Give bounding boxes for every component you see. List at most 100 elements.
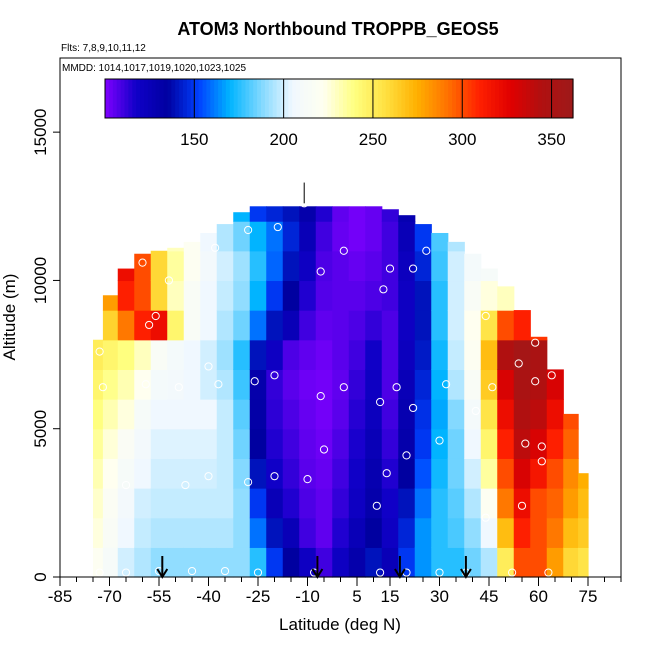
colorbar-cell [522, 79, 527, 118]
observation-point [220, 566, 230, 576]
colorbar-cell [175, 79, 180, 118]
observation-point [537, 457, 546, 466]
observation-point [316, 391, 325, 401]
heatmap-cell [480, 517, 498, 548]
colorbar-cell [327, 79, 332, 118]
heatmap-cell [117, 268, 135, 282]
heatmap-cell [102, 428, 119, 459]
heatmap-cell [299, 517, 317, 548]
observation-point [339, 246, 348, 255]
heatmap-cell [249, 221, 267, 252]
heatmap-cell [117, 310, 135, 341]
heatmap-cell [282, 339, 300, 370]
observation-point [204, 472, 213, 481]
colorbar-cell [124, 79, 129, 118]
heatmap-cell [563, 488, 579, 519]
heatmap-cell [249, 428, 267, 459]
heatmap-cell [398, 339, 416, 370]
heatmap-cell [497, 488, 515, 519]
colorbar-cell [202, 79, 207, 118]
heatmap-cell [332, 339, 350, 370]
heatmap-cell [266, 339, 284, 370]
heatmap-cell [578, 488, 589, 519]
colorbar-cell [136, 79, 141, 118]
heatmap-cell [348, 250, 366, 282]
heatmap-cell [266, 369, 284, 400]
heatmap-cell [315, 547, 333, 578]
colorbar-cell [381, 79, 387, 118]
heatmap-cell [546, 547, 564, 578]
heatmap-cell [513, 399, 531, 430]
observation-point [121, 480, 131, 490]
heatmap-cell [546, 488, 564, 519]
heatmap-cell [348, 488, 366, 519]
colorbar-cell [144, 79, 149, 118]
heatmap-cell [266, 280, 284, 311]
heatmap-cell [464, 253, 482, 282]
heatmap-cell [398, 310, 416, 341]
heatmap-cell [332, 206, 350, 222]
heatmap-cell [365, 250, 383, 282]
colorbar-cell [257, 79, 262, 118]
observation-point [339, 383, 348, 392]
heatmap-cell [102, 310, 119, 341]
heatmap-cell [233, 339, 251, 370]
colorbar-cell [362, 79, 367, 118]
heatmap-cell [216, 547, 234, 578]
colorbar-cell [222, 79, 227, 118]
heatmap-cell [315, 250, 333, 282]
colorbar-cell [307, 79, 313, 118]
heatmap-cell [348, 399, 366, 430]
colorbar-cell [342, 79, 348, 118]
heatmap-cell [216, 458, 234, 489]
heatmap-cell [381, 209, 399, 222]
heatmap-cell [447, 399, 465, 430]
heatmap-cell [200, 458, 218, 489]
heatmap-cell [464, 369, 482, 400]
heatmap-cell [546, 458, 564, 489]
heatmap-cell [563, 458, 579, 489]
colorbar-cell [385, 79, 391, 118]
colorbar-cell [132, 79, 137, 118]
colorbar-cell [140, 79, 145, 118]
heatmap-cell [447, 488, 465, 519]
heatmap-cell [200, 232, 218, 252]
heatmap-cell [480, 268, 498, 282]
heatmap-cell [447, 250, 465, 282]
heatmap-cell [315, 458, 333, 489]
colorbar-cell [323, 79, 328, 118]
colorbar-cell [225, 79, 231, 118]
heatmap-cell [381, 280, 399, 311]
observation-point [250, 377, 259, 386]
heatmap-cell [365, 458, 383, 489]
observation-point [372, 501, 381, 510]
observation-point [95, 347, 104, 356]
heatmap-cell [480, 458, 498, 489]
heatmap-cell [464, 517, 482, 548]
heatmap-cell [117, 280, 135, 311]
heatmap-cell [431, 488, 449, 519]
heatmap-cell [102, 458, 119, 489]
heatmap-cell [134, 488, 152, 519]
heatmap-cells [93, 206, 589, 578]
heatmap-cell [266, 547, 284, 578]
observation-point [65, 412, 75, 421]
heatmap-cell [414, 428, 432, 459]
observation-point [164, 276, 173, 285]
heatmap-cell [117, 428, 135, 459]
colorbar-cell [198, 79, 204, 118]
observation-point [244, 477, 253, 487]
colorbar-cell [491, 79, 496, 118]
colorbar-cell [163, 79, 168, 118]
heatmap-cell [183, 310, 201, 341]
heatmap-cell [480, 488, 498, 519]
observation-point [385, 264, 395, 273]
heatmap-cell [414, 280, 432, 311]
observation-point [514, 359, 523, 368]
heatmap-cell [216, 250, 234, 282]
heatmap-cell [315, 428, 333, 459]
heatmap-cell [431, 339, 449, 370]
colorbar-cell [432, 79, 438, 118]
heatmap-cell [266, 250, 284, 282]
heatmap-cell [464, 399, 482, 430]
